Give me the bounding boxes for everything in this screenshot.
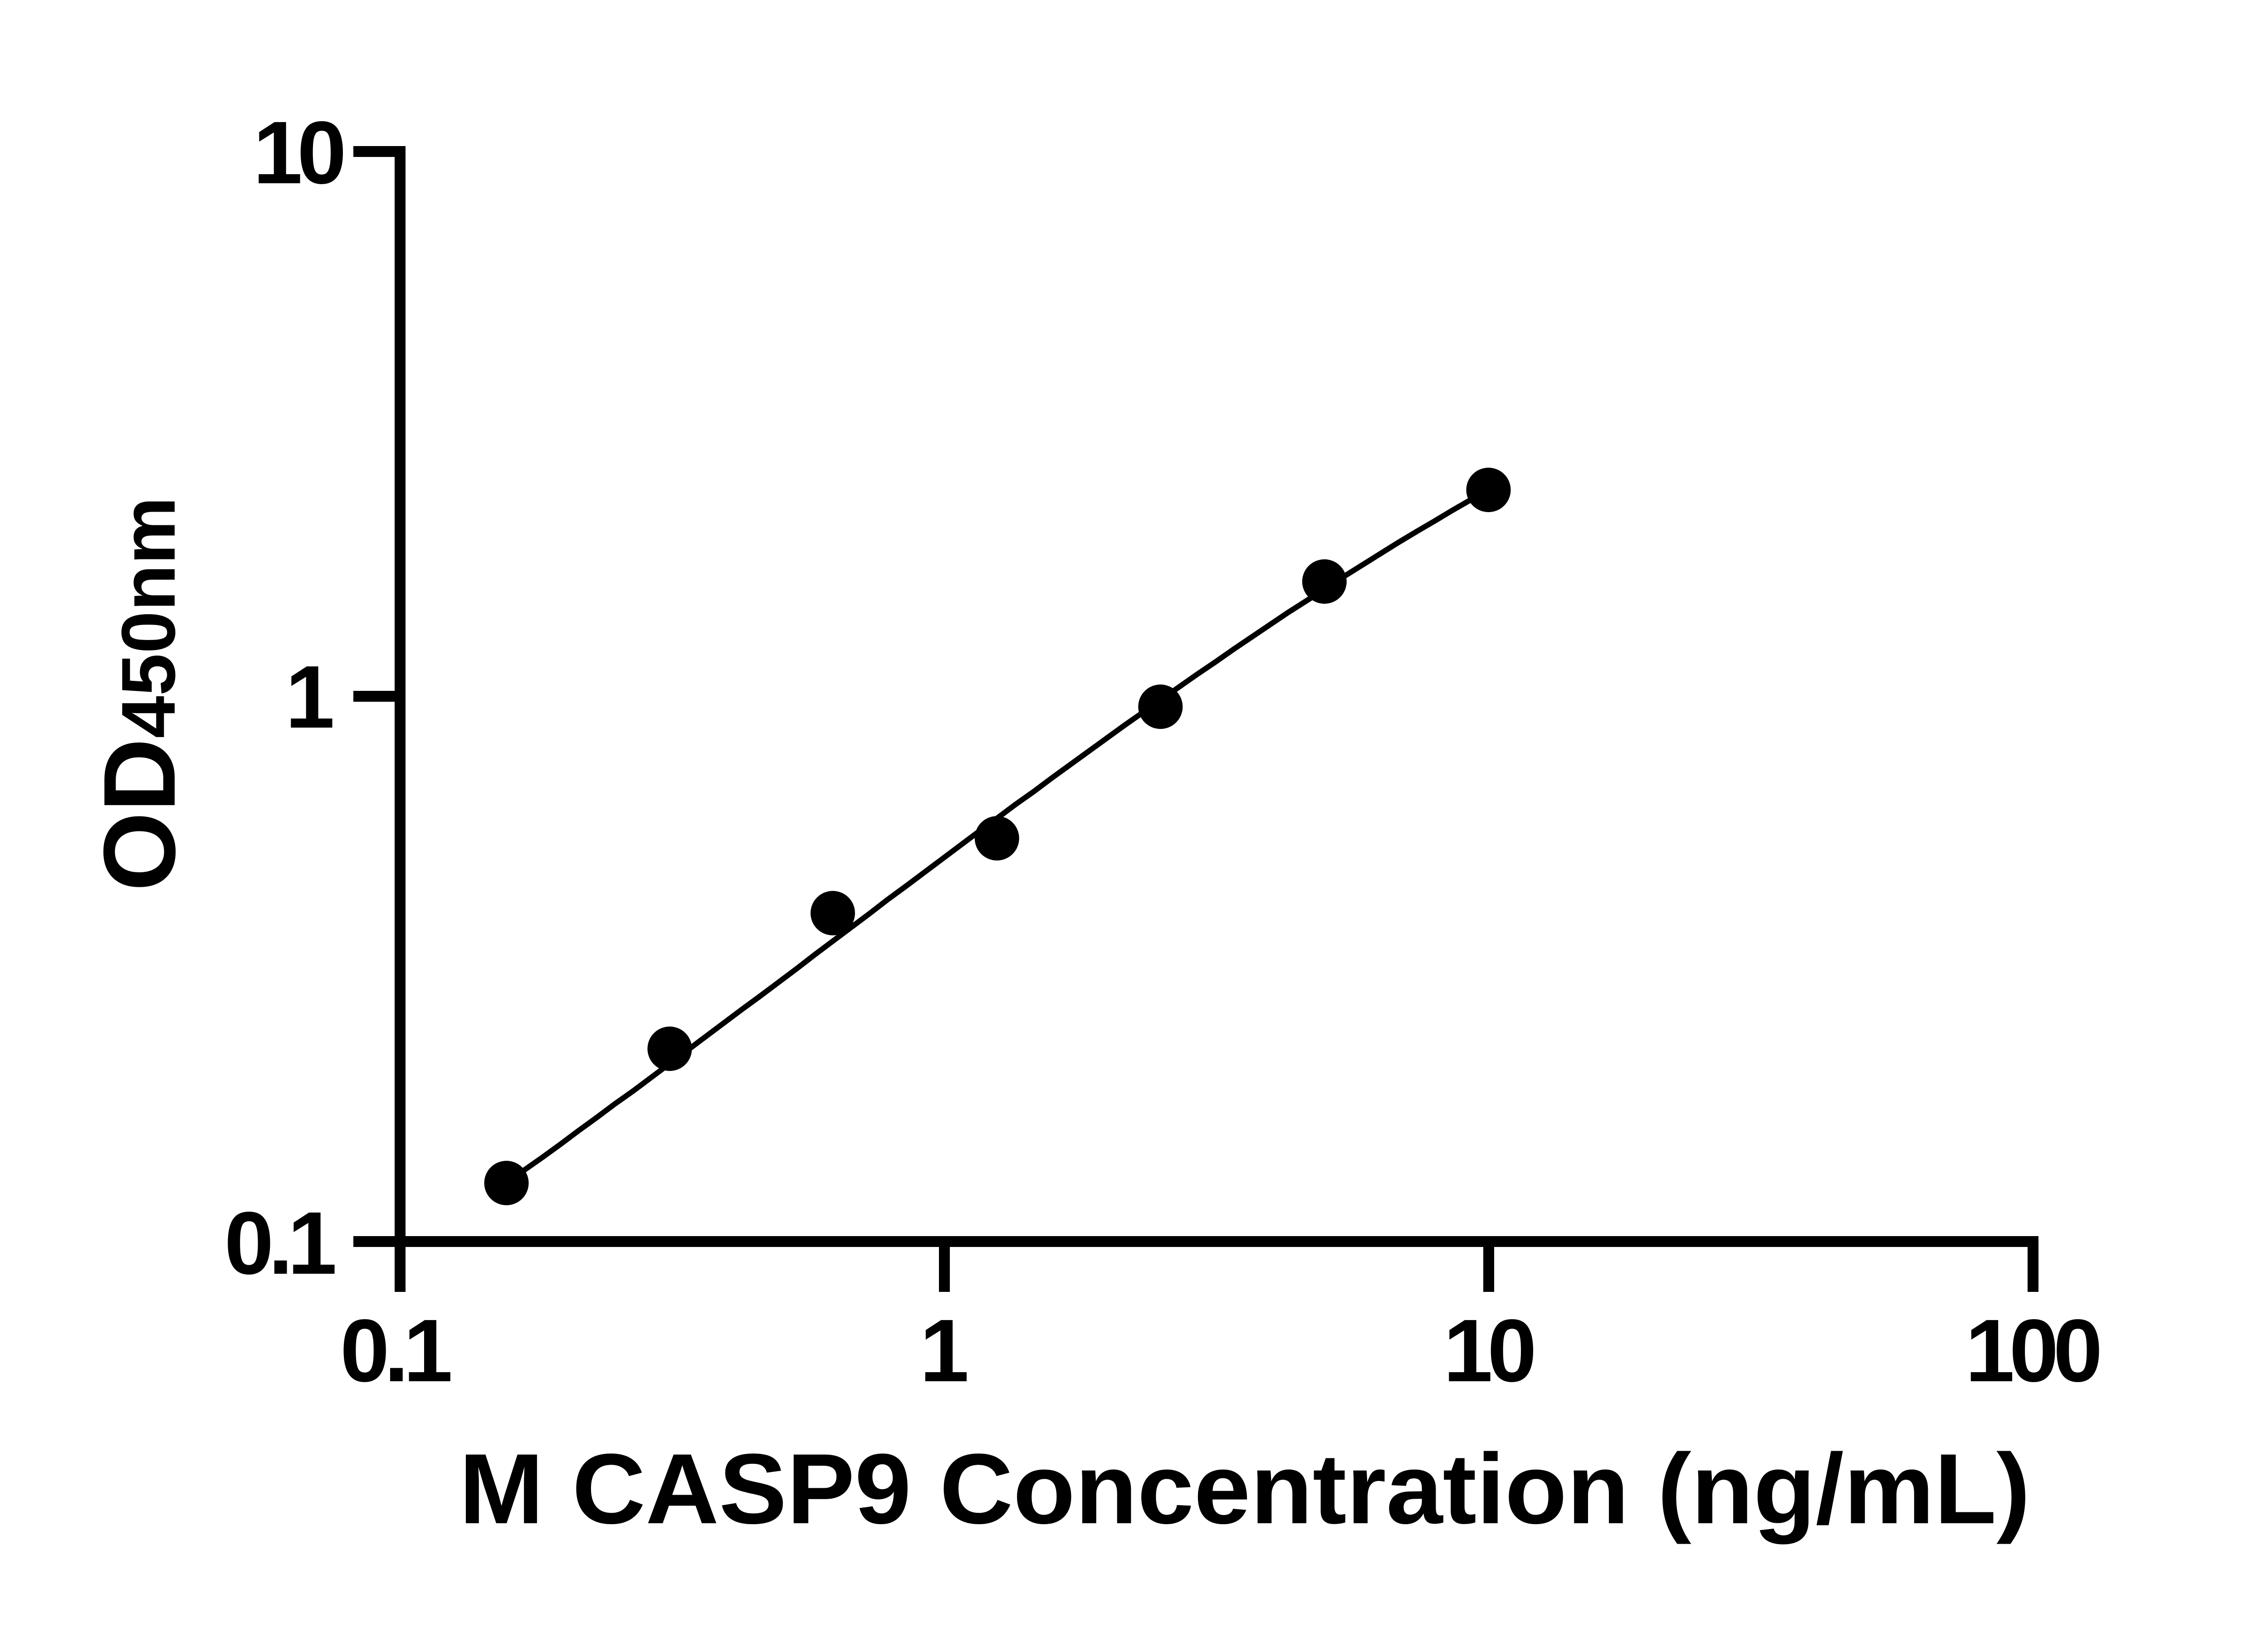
- svg-text:0.1: 0.1: [340, 1301, 450, 1400]
- svg-text:0.1: 0.1: [225, 1193, 335, 1293]
- svg-text:10: 10: [253, 103, 343, 202]
- svg-text:1: 1: [919, 1301, 969, 1400]
- svg-text:100: 100: [1965, 1301, 2099, 1400]
- svg-text:M CASP9 Concentration (ng/mL): M CASP9 Concentration (ng/mL): [459, 1433, 2030, 1545]
- svg-text:10: 10: [1443, 1301, 1533, 1400]
- svg-text:1: 1: [285, 647, 335, 747]
